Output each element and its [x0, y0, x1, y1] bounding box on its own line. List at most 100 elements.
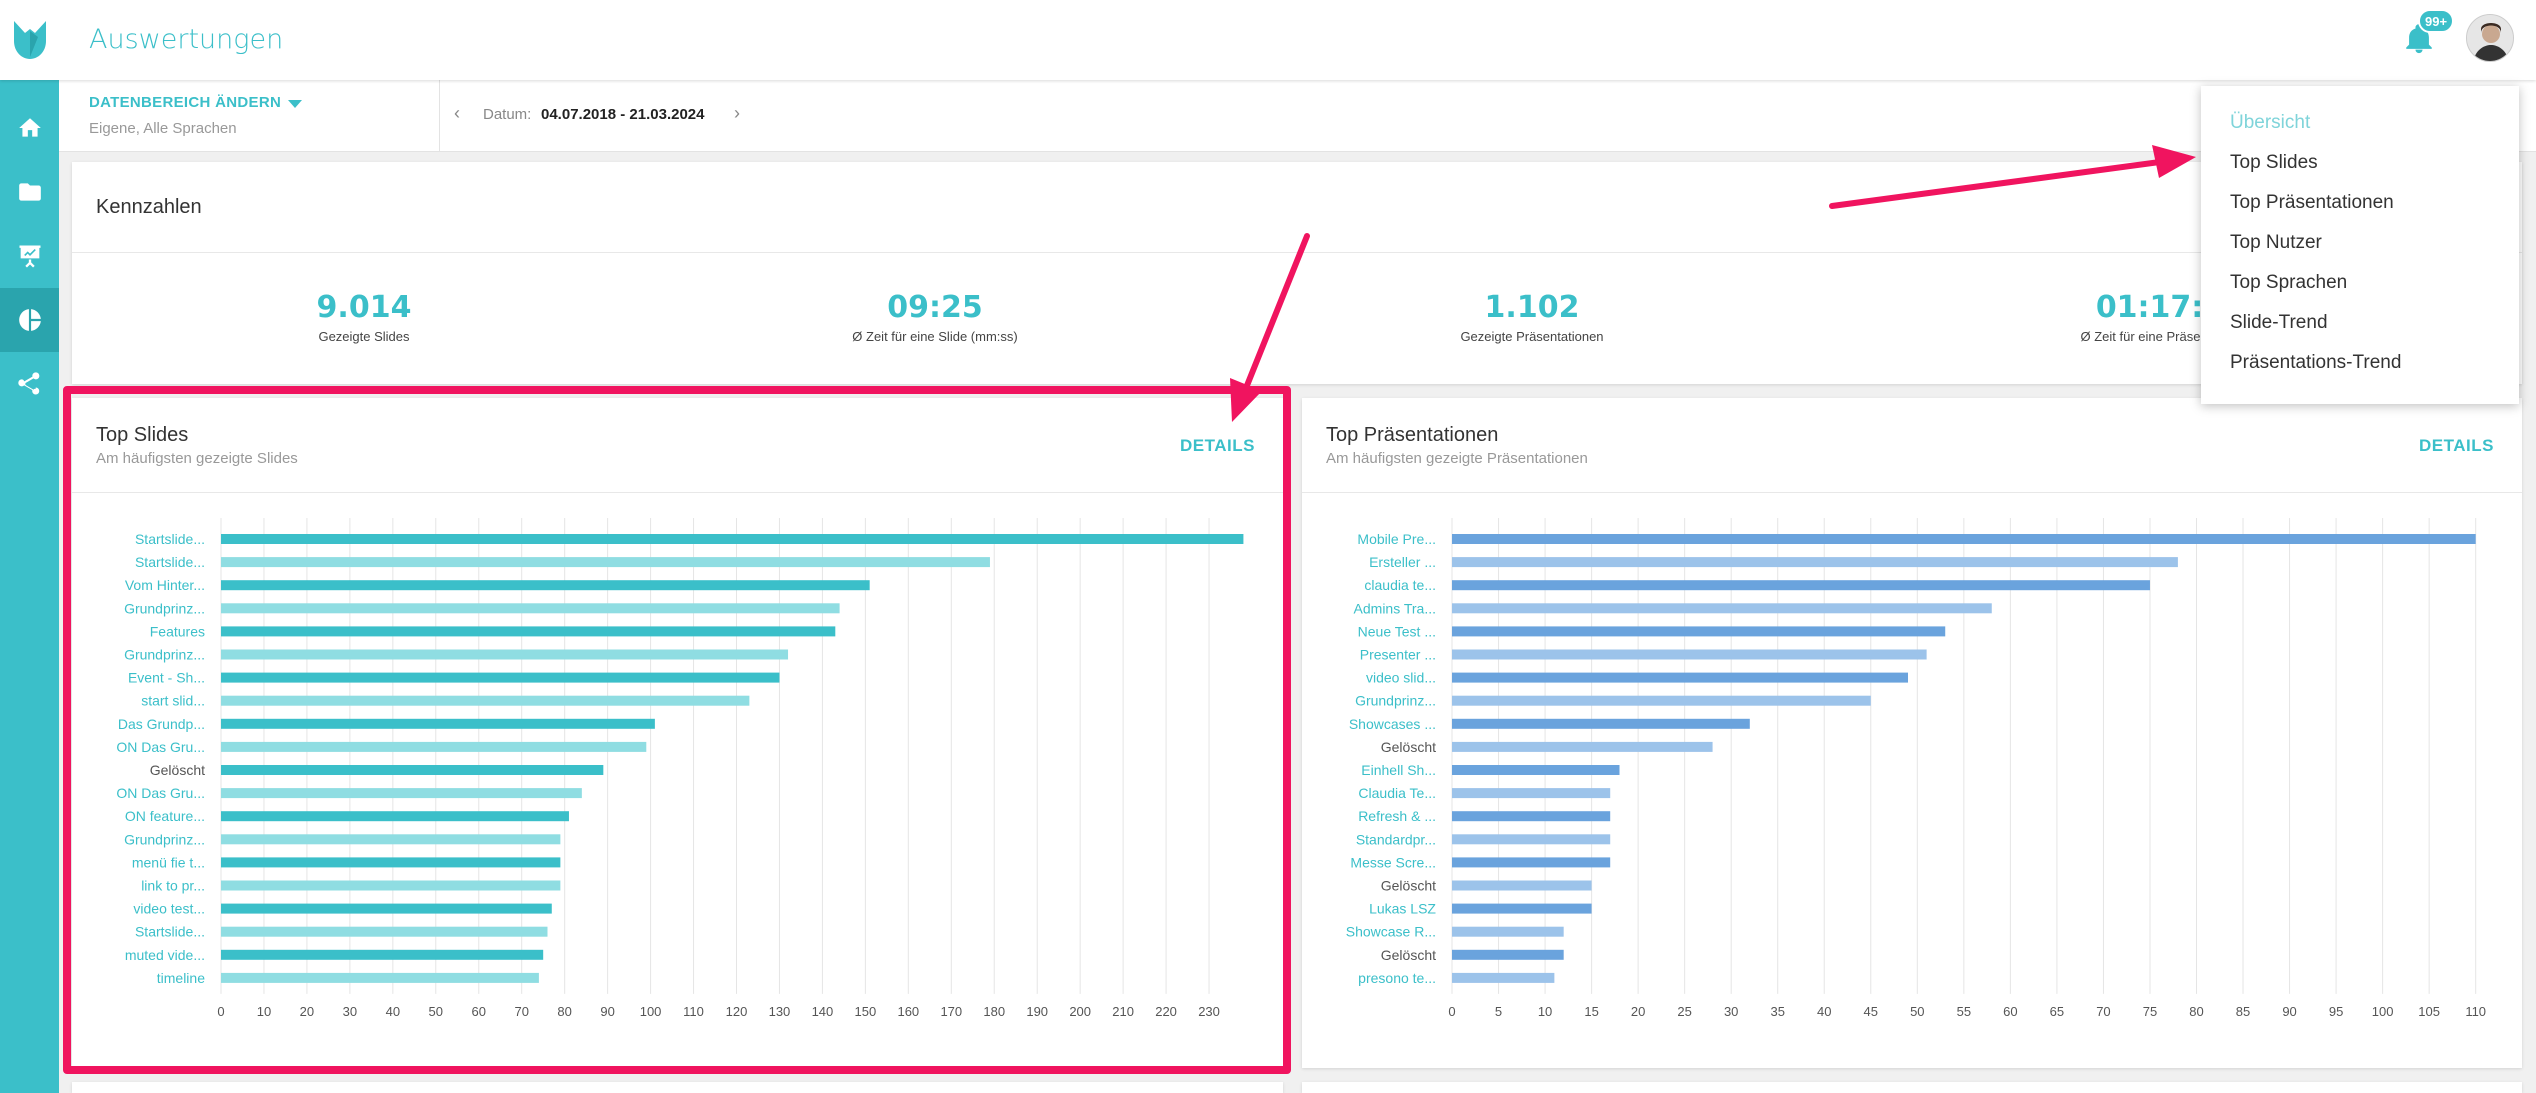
- category-label[interactable]: Startslide...: [135, 554, 205, 570]
- category-label[interactable]: Neue Test ...: [1358, 623, 1436, 639]
- category-label[interactable]: menü fie t...: [132, 854, 205, 870]
- bar[interactable]: [221, 718, 655, 729]
- bar[interactable]: [221, 695, 750, 706]
- bar[interactable]: [1452, 672, 1909, 683]
- bar[interactable]: [1452, 880, 1592, 891]
- category-label[interactable]: Showcases ...: [1349, 716, 1436, 732]
- bar[interactable]: [1452, 580, 2150, 591]
- bar[interactable]: [1452, 695, 1871, 706]
- bar[interactable]: [1452, 603, 1992, 614]
- category-label[interactable]: Showcase R...: [1346, 924, 1436, 940]
- category-label[interactable]: Ersteller ...: [1369, 554, 1436, 570]
- chevron-right-icon[interactable]: ›: [734, 103, 740, 123]
- bar[interactable]: [221, 626, 836, 637]
- category-label[interactable]: Features: [150, 623, 205, 639]
- logo[interactable]: [0, 0, 59, 80]
- bar[interactable]: [1452, 972, 1555, 983]
- category-label[interactable]: Startslide...: [135, 531, 205, 547]
- bar[interactable]: [1452, 926, 1564, 937]
- category-label[interactable]: Lukas LSZ: [1369, 901, 1436, 917]
- category-label[interactable]: claudia te...: [1364, 577, 1436, 593]
- bar[interactable]: [221, 834, 561, 845]
- category-label[interactable]: ON Das Gru...: [116, 785, 205, 801]
- bar[interactable]: [221, 603, 840, 614]
- menu-item-presentation-trend[interactable]: Präsentations-Trend: [2230, 352, 2402, 373]
- category-label[interactable]: Messe Scre...: [1350, 854, 1436, 870]
- category-label[interactable]: ON Das Gru...: [116, 739, 205, 755]
- details-button[interactable]: DETAILS: [2419, 436, 2494, 455]
- category-label[interactable]: Grundprinz...: [124, 831, 205, 847]
- menu-item-top-users[interactable]: Top Nutzer: [2230, 232, 2322, 253]
- bar[interactable]: [1452, 811, 1611, 822]
- x-tick-label: 160: [897, 1004, 919, 1019]
- bar[interactable]: [1452, 949, 1564, 960]
- bar[interactable]: [1452, 788, 1611, 799]
- menu-item-top-languages[interactable]: Top Sprachen: [2230, 272, 2348, 293]
- category-label[interactable]: Einhell Sh...: [1361, 762, 1436, 778]
- x-tick-label: 190: [1026, 1004, 1048, 1019]
- category-label[interactable]: start slid...: [141, 693, 205, 709]
- bar[interactable]: [221, 949, 544, 960]
- bar[interactable]: [221, 788, 582, 799]
- bar[interactable]: [1452, 626, 1946, 637]
- category-label[interactable]: Admins Tra...: [1354, 600, 1436, 616]
- sidebar-item-home[interactable]: [0, 96, 59, 160]
- bar[interactable]: [221, 557, 990, 568]
- bar[interactable]: [221, 857, 561, 868]
- sidebar-item-share[interactable]: [0, 352, 59, 416]
- bar[interactable]: [221, 811, 569, 822]
- menu-item-top-slides[interactable]: Top Slides: [2230, 152, 2318, 173]
- bar[interactable]: [221, 903, 552, 914]
- menu-item-top-presentations[interactable]: Top Präsentationen: [2230, 192, 2394, 213]
- bar[interactable]: [1452, 649, 1927, 660]
- category-label[interactable]: video slid...: [1366, 670, 1436, 686]
- details-button[interactable]: DETAILS: [1180, 436, 1255, 455]
- chevron-left-icon[interactable]: ‹: [454, 103, 460, 123]
- bar[interactable]: [1452, 534, 2476, 544]
- category-label[interactable]: Startslide...: [135, 924, 205, 940]
- category-label[interactable]: Das Grundp...: [118, 716, 205, 732]
- date-range-value[interactable]: 04.07.2018 - 21.03.2024: [541, 106, 705, 123]
- category-label[interactable]: Grundprinz...: [1355, 693, 1436, 709]
- x-tick-label: 90: [600, 1004, 614, 1019]
- user-avatar[interactable]: [2466, 14, 2514, 62]
- category-label[interactable]: link to pr...: [141, 878, 205, 894]
- category-label[interactable]: Vom Hinter...: [125, 577, 205, 593]
- category-label[interactable]: presono te...: [1358, 970, 1436, 986]
- category-label[interactable]: Grundprinz...: [124, 647, 205, 663]
- category-label[interactable]: timeline: [157, 970, 205, 986]
- bar[interactable]: [221, 972, 539, 983]
- category-label[interactable]: Claudia Te...: [1358, 785, 1436, 801]
- menu-item-overview[interactable]: Übersicht: [2230, 112, 2311, 133]
- sidebar-item-files[interactable]: [0, 160, 59, 224]
- bar[interactable]: [1452, 718, 1750, 729]
- bar[interactable]: [221, 765, 604, 775]
- bar[interactable]: [1452, 857, 1611, 868]
- bar[interactable]: [221, 672, 780, 683]
- bar[interactable]: [1452, 557, 2178, 568]
- bar[interactable]: [221, 880, 561, 891]
- bar[interactable]: [1452, 834, 1611, 845]
- category-label[interactable]: Event - Sh...: [128, 670, 205, 686]
- bar[interactable]: [221, 580, 870, 591]
- category-label[interactable]: Refresh & ...: [1358, 808, 1436, 824]
- menu-item-slide-trend[interactable]: Slide-Trend: [2230, 312, 2328, 333]
- category-label[interactable]: Standardpr...: [1356, 831, 1436, 847]
- bar[interactable]: [1452, 903, 1592, 914]
- sidebar-item-analytics[interactable]: [0, 288, 59, 352]
- sidebar-item-presentations[interactable]: [0, 224, 59, 288]
- bar[interactable]: [221, 534, 1244, 544]
- change-range-button[interactable]: DATENBEREICH ÄNDERN: [89, 94, 282, 111]
- bar[interactable]: [1452, 765, 1620, 775]
- category-label[interactable]: Presenter ...: [1360, 647, 1436, 663]
- bar[interactable]: [221, 926, 548, 937]
- bar[interactable]: [1452, 741, 1713, 752]
- category-label[interactable]: muted vide...: [125, 947, 205, 963]
- caret-down-icon[interactable]: [288, 100, 302, 108]
- category-label[interactable]: Mobile Pre...: [1357, 531, 1436, 547]
- bar[interactable]: [221, 649, 789, 660]
- category-label[interactable]: ON feature...: [125, 808, 205, 824]
- bar[interactable]: [221, 741, 647, 752]
- category-label[interactable]: video test...: [133, 901, 205, 917]
- category-label[interactable]: Grundprinz...: [124, 600, 205, 616]
